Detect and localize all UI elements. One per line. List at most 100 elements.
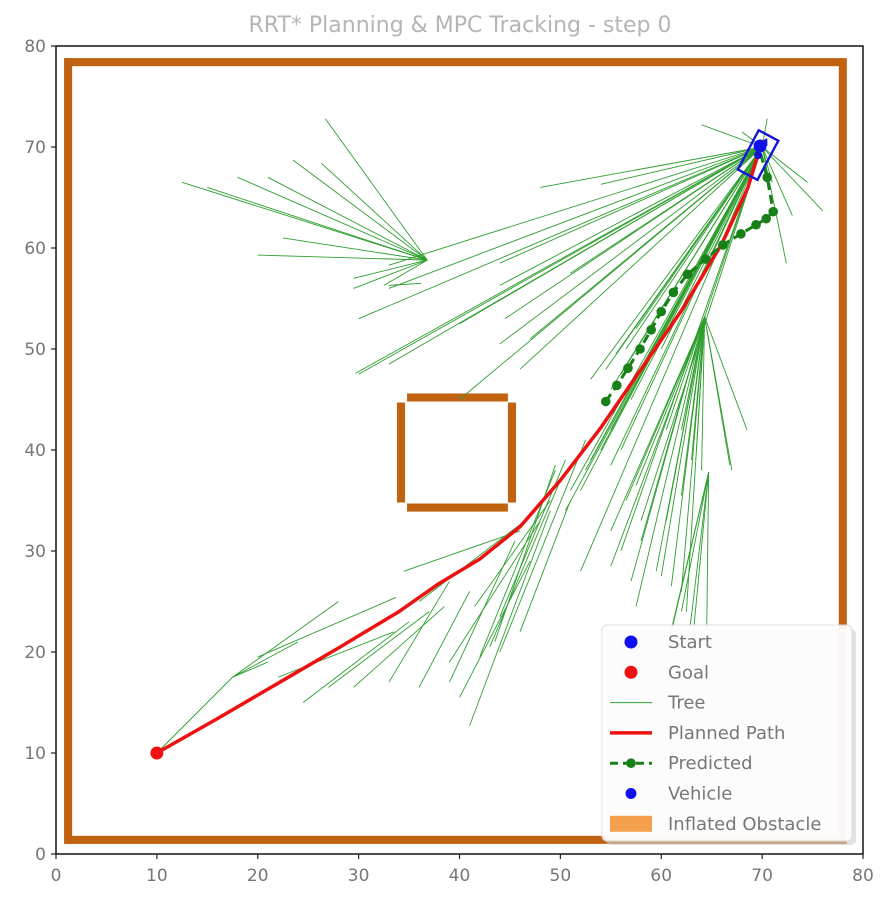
legend-label: Predicted [668, 753, 753, 774]
goal-marker [150, 746, 164, 760]
vehicle-body [736, 128, 780, 182]
tree-edge [257, 597, 397, 658]
legend-item: Vehicle [625, 784, 732, 805]
tree-edge [630, 316, 706, 582]
tree-edge [302, 621, 410, 703]
tree-edge [610, 146, 763, 466]
obstacle-box-right [507, 402, 516, 503]
tree-edge [207, 186, 428, 261]
tree-edge [353, 606, 445, 688]
tree-edge [418, 520, 526, 602]
tree-edge [499, 439, 587, 653]
tree-edge [474, 500, 551, 607]
tree-edge [292, 159, 428, 261]
tree-edge [570, 146, 763, 491]
y-tick-label: 60 [24, 239, 46, 259]
tree-edge [237, 176, 428, 261]
obstacle-box-top [407, 393, 508, 402]
tree-edge [267, 176, 428, 261]
legend-item: Planned Path [610, 723, 785, 744]
markers-layer [150, 128, 780, 760]
planned-path-layer [155, 145, 762, 755]
legend: Start Goal Tree Planned Path Predicted Vehicl… [601, 624, 856, 845]
predicted-point [600, 396, 611, 407]
legend-dot-icon [624, 635, 638, 649]
tree-edge [358, 146, 763, 320]
y-tick-label: 50 [24, 340, 46, 360]
tree-edge [388, 146, 763, 289]
tree-edge [499, 146, 763, 264]
predicted-point [656, 306, 667, 317]
tree-edge [459, 146, 763, 400]
tree-edge [320, 162, 428, 261]
legend-label: Start [668, 632, 712, 653]
legend-item: Start [624, 632, 712, 653]
tree-edge [680, 316, 706, 592]
obstacles-layer [64, 58, 847, 844]
tree-edge [761, 146, 787, 264]
obstacle-box-left [396, 402, 406, 503]
vehicle-outline [736, 128, 780, 182]
tree-edge [403, 530, 521, 572]
tree-edge [504, 146, 763, 320]
tree-edge [282, 237, 428, 261]
tree-edge [459, 146, 763, 325]
vehicle-heading-arrow [757, 143, 765, 156]
predicted-point [646, 325, 656, 335]
tree-edge [355, 146, 763, 374]
tree-edge [232, 661, 269, 678]
predicted-point [717, 240, 728, 250]
tree-edge [232, 601, 339, 678]
tree-edge [706, 472, 710, 637]
x-axis: 0 10 20 30 40 50 60 70 80 [51, 854, 874, 886]
tree-layer [156, 118, 823, 754]
predicted-layer [600, 143, 779, 407]
legend-item: Predicted [610, 753, 753, 774]
y-tick-label: 70 [24, 138, 46, 158]
tree-edge [610, 316, 706, 567]
tree-edge [580, 146, 763, 491]
x-tick-label: 60 [650, 866, 672, 886]
x-tick-label: 50 [550, 866, 572, 886]
legend-label: Inflated Obstacle [668, 814, 821, 835]
x-tick-label: 40 [449, 866, 471, 886]
planned-path-line [155, 145, 762, 755]
legend-item: Goal [624, 662, 709, 683]
predicted-point [700, 254, 711, 264]
legend-dot-icon [625, 788, 637, 799]
vehicle-center-dot [754, 151, 763, 160]
tree-edge [418, 591, 470, 688]
legend-label: Goal [668, 662, 709, 683]
tree-edge [499, 146, 763, 286]
tree-edge [701, 316, 706, 471]
x-tick-label: 30 [348, 866, 370, 886]
tree-edge [459, 560, 531, 698]
tree-edge [580, 146, 763, 572]
tree-edge [691, 472, 710, 653]
tree-edge [519, 146, 763, 370]
predicted-point [751, 219, 761, 230]
x-tick-label: 10 [146, 866, 168, 886]
legend-label: Planned Path [668, 723, 785, 744]
tree-edge [328, 611, 430, 688]
chart-title: RRT* Planning & MPC Tracking - step 0 [248, 13, 671, 38]
legend-box [601, 624, 853, 842]
tree-edge [704, 316, 748, 430]
predicted-point [768, 206, 779, 217]
tree-edge [635, 316, 706, 607]
x-tick-label: 80 [852, 866, 874, 886]
tree-edge [625, 316, 706, 501]
y-tick-label: 40 [24, 441, 46, 461]
tree-edge [590, 146, 763, 380]
legend-dot-icon [626, 758, 636, 768]
tree-edge [660, 316, 706, 577]
y-tick-label: 0 [35, 845, 46, 865]
tree-edge [600, 146, 763, 185]
tree-edge [761, 146, 823, 211]
tree-edge [181, 181, 428, 261]
legend-item: Inflated Obstacle [610, 814, 821, 835]
legend-label: Vehicle [668, 784, 732, 805]
predicted-point [668, 287, 679, 298]
y-tick-label: 20 [24, 643, 46, 663]
legend-patch-icon [610, 815, 652, 832]
